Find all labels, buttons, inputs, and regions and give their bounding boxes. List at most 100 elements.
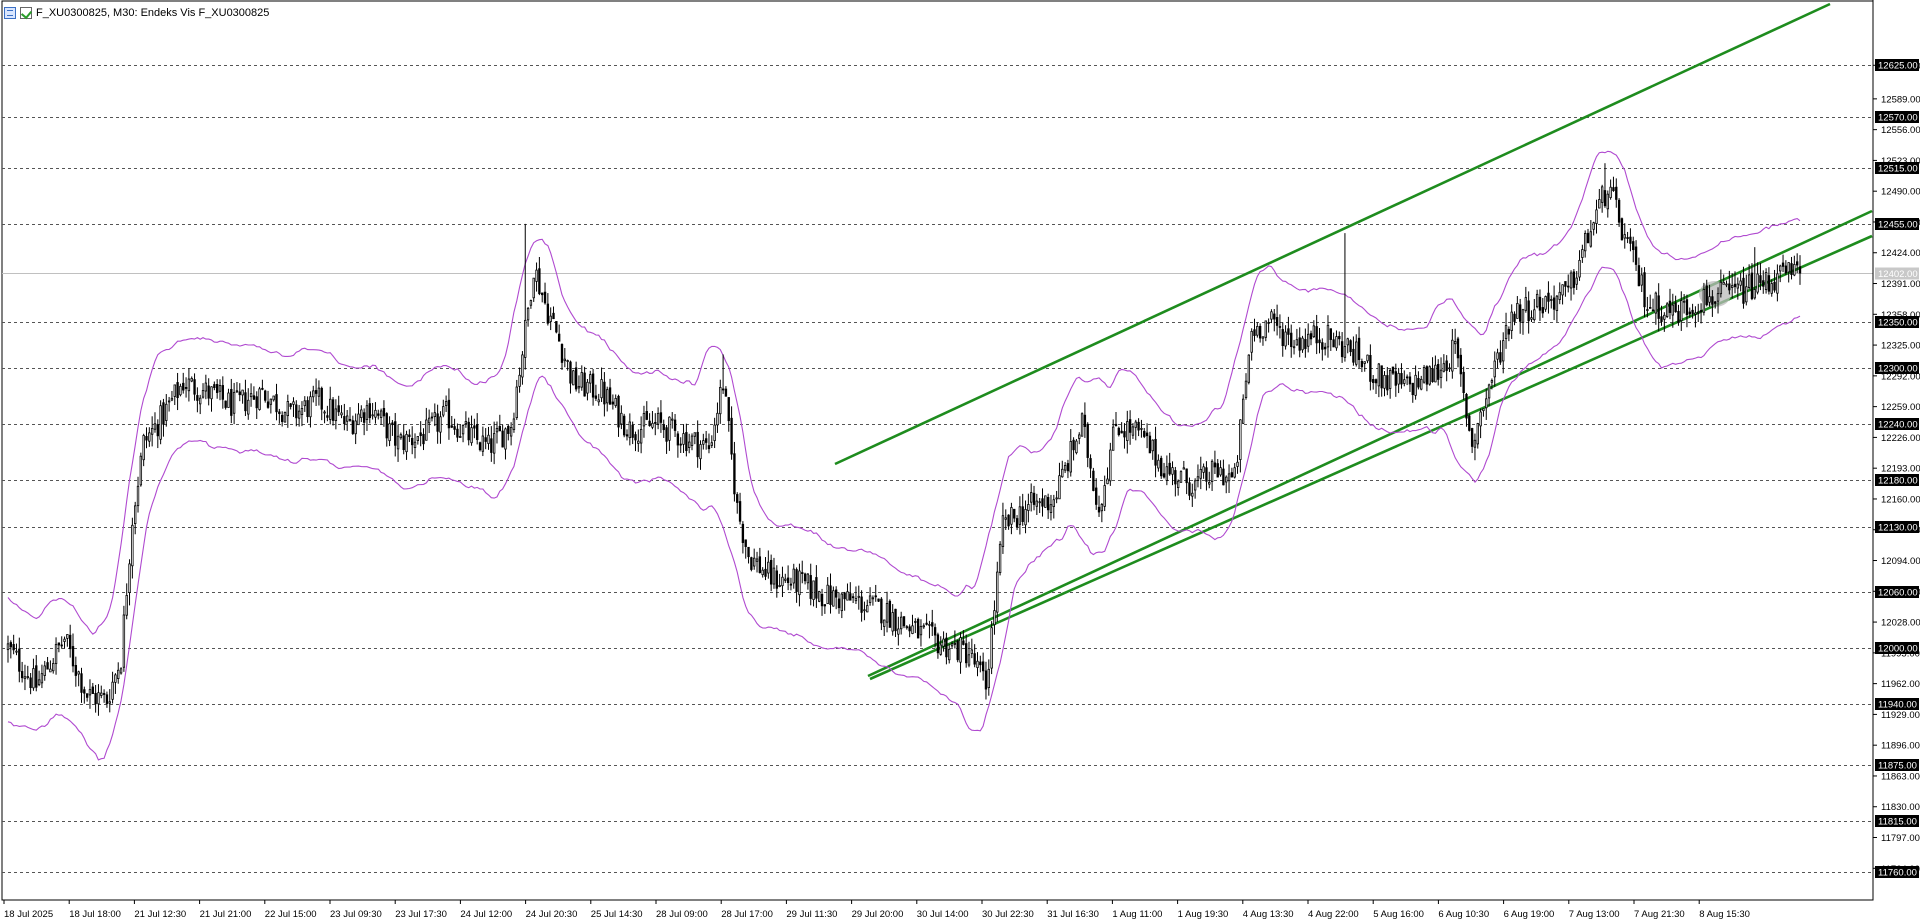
chart-grid-icon[interactable] bbox=[4, 7, 16, 19]
candle-body bbox=[1688, 311, 1691, 315]
candle-body bbox=[320, 387, 323, 410]
candle-body bbox=[1431, 368, 1434, 383]
candle-body bbox=[557, 333, 561, 342]
time-tick-label: 31 Jul 16:30 bbox=[1047, 909, 1099, 920]
candle-body bbox=[258, 388, 261, 410]
candle-body bbox=[1561, 284, 1564, 296]
candle-body bbox=[1219, 467, 1222, 476]
candle-body bbox=[176, 382, 179, 399]
candle-body bbox=[1080, 413, 1084, 437]
time-tick-label: 7 Aug 13:00 bbox=[1569, 909, 1620, 920]
candle-body bbox=[1779, 265, 1782, 272]
time-tick-label: 28 Jul 17:00 bbox=[721, 909, 773, 920]
candle-body bbox=[707, 445, 711, 450]
candle-body bbox=[1205, 467, 1208, 482]
candle-body bbox=[345, 415, 349, 422]
candle-body bbox=[1078, 434, 1081, 439]
candle-body bbox=[303, 400, 306, 407]
candle-body bbox=[204, 382, 208, 392]
candle-body bbox=[136, 485, 140, 507]
price-axis: 12625.00 12589.00 12556.00 12523.00 12490.00… bbox=[1872, 0, 1920, 900]
candle-body bbox=[642, 413, 646, 427]
price-tick-label: 12226.00 bbox=[1881, 433, 1920, 444]
candle-body bbox=[651, 422, 654, 428]
candle-body bbox=[541, 292, 544, 296]
candle-body bbox=[1490, 380, 1494, 383]
candle-body bbox=[823, 604, 827, 607]
candle-body bbox=[591, 373, 595, 398]
candle-body bbox=[620, 412, 623, 425]
candle-body bbox=[1538, 296, 1542, 311]
candle-body bbox=[1456, 338, 1460, 359]
candle-body bbox=[1660, 316, 1663, 322]
candle-body bbox=[1685, 299, 1689, 316]
candle-body bbox=[1058, 475, 1061, 500]
candle-body bbox=[741, 523, 745, 543]
candle-body bbox=[939, 644, 942, 655]
candle-body bbox=[1321, 342, 1324, 350]
candle-body bbox=[218, 385, 222, 392]
candle-body bbox=[487, 434, 490, 444]
candle-body bbox=[122, 614, 126, 668]
candle-body bbox=[467, 421, 470, 441]
time-tick-label: 23 Jul 17:30 bbox=[395, 909, 447, 920]
candle-body bbox=[515, 386, 518, 419]
level-label-bg bbox=[1875, 111, 1919, 123]
candle-body bbox=[868, 595, 872, 603]
candle-body bbox=[148, 432, 151, 442]
level-label-bg bbox=[1875, 59, 1919, 71]
candle-body bbox=[1612, 187, 1615, 191]
candle-body bbox=[634, 434, 637, 441]
time-tick-label: 30 Jul 14:00 bbox=[917, 909, 969, 920]
candle-body bbox=[1309, 333, 1313, 340]
candle-body bbox=[314, 390, 318, 394]
candle-body bbox=[622, 415, 626, 436]
candle-body bbox=[1213, 462, 1217, 468]
candle-body bbox=[1623, 234, 1626, 239]
candle-body bbox=[795, 569, 798, 592]
candle-body bbox=[1411, 382, 1414, 396]
candle-body bbox=[1349, 340, 1352, 353]
candle-body bbox=[224, 400, 227, 408]
candle-body bbox=[179, 385, 182, 396]
candle-body bbox=[1044, 495, 1047, 508]
time-tick-label: 24 Jul 20:30 bbox=[526, 909, 578, 920]
candle-body bbox=[1527, 300, 1530, 322]
candle-body bbox=[1736, 283, 1739, 289]
candle-body bbox=[297, 410, 301, 419]
candle-body bbox=[1024, 509, 1027, 526]
candle-body bbox=[1038, 501, 1041, 504]
candle-body bbox=[422, 433, 425, 445]
candle-body bbox=[1558, 291, 1561, 300]
candle-body bbox=[860, 596, 863, 613]
candle-body bbox=[1476, 423, 1479, 445]
candle-body bbox=[18, 648, 21, 672]
candle-body bbox=[1160, 457, 1163, 477]
candle-body bbox=[1609, 186, 1612, 198]
candle-body bbox=[1487, 384, 1491, 399]
candle-body bbox=[758, 556, 762, 573]
candle-body bbox=[235, 390, 239, 393]
candle-body bbox=[1165, 466, 1169, 481]
candle-body bbox=[439, 416, 442, 433]
candle-body bbox=[888, 600, 892, 628]
candle-body bbox=[139, 455, 143, 486]
candle-body bbox=[1208, 482, 1211, 485]
checkbox-icon[interactable] bbox=[20, 7, 32, 19]
candle-body bbox=[1502, 340, 1505, 362]
candle-body bbox=[15, 650, 18, 653]
time-tick-label: 18 Jul 2025 bbox=[4, 909, 53, 920]
candle-body bbox=[1657, 295, 1660, 319]
candle-body bbox=[334, 408, 338, 422]
candle-body bbox=[1298, 337, 1301, 351]
candle-body bbox=[1275, 317, 1279, 326]
level-label: 11940.00 bbox=[1878, 700, 1917, 711]
candle-body bbox=[866, 605, 869, 613]
candle-body bbox=[1722, 282, 1725, 285]
candle-body bbox=[518, 374, 521, 387]
candle-body bbox=[1394, 371, 1397, 386]
level-label: 12515.00 bbox=[1878, 164, 1918, 175]
candle-body bbox=[193, 379, 196, 395]
candle-body bbox=[1451, 339, 1454, 372]
